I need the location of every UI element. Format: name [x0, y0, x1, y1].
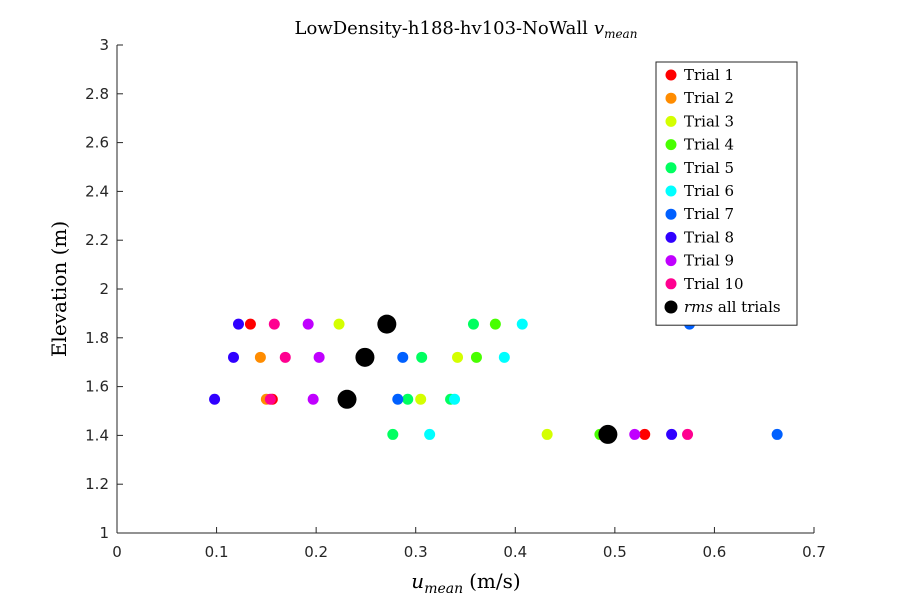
data-point [682, 428, 694, 440]
y-tick-label: 1.4 [85, 426, 109, 444]
legend-label: Trial 3 [684, 112, 734, 130]
data-point [392, 393, 404, 405]
x-tick-label: 0.7 [802, 543, 826, 561]
y-tick-label: 1.2 [85, 475, 109, 493]
y-tick-label: 1 [99, 524, 109, 542]
x-tick-label: 0.3 [404, 543, 428, 561]
data-point [279, 351, 291, 363]
data-point [771, 428, 783, 440]
x-axis-title: umean (m/s) [411, 569, 520, 597]
data-point [209, 393, 221, 405]
legend-label: Trial 6 [684, 182, 734, 200]
legend-label: Trial 7 [684, 205, 734, 223]
data-point [333, 318, 345, 330]
data-point [307, 393, 319, 405]
y-tick-label: 1.8 [85, 329, 109, 347]
legend-marker [665, 69, 677, 81]
data-point [467, 318, 479, 330]
data-point [264, 393, 276, 405]
chart-title-text: LowDensity-h188-hv103-NoWall [295, 18, 589, 39]
legend-label-math: rms [684, 298, 718, 316]
y-tick-label: 3 [99, 36, 109, 54]
data-point [452, 351, 464, 363]
chart-title-math-sub: mean [604, 27, 637, 41]
legend-label: rms all trials [684, 298, 781, 316]
data-point [498, 351, 510, 363]
data-point [489, 318, 501, 330]
data-point [302, 318, 314, 330]
data-point [313, 351, 325, 363]
legend-label: Trial 2 [684, 89, 734, 107]
x-tick-label: 0.4 [503, 543, 527, 561]
data-point [244, 318, 256, 330]
data-point [402, 393, 414, 405]
y-tick-label: 1.6 [85, 378, 109, 396]
data-point [337, 389, 357, 409]
data-point [424, 428, 436, 440]
data-point [232, 318, 244, 330]
legend-marker [665, 139, 677, 151]
legend-label: Trial 1 [684, 66, 734, 84]
legend-marker [665, 92, 677, 104]
x-tick-label: 0.5 [603, 543, 627, 561]
legend-marker [665, 255, 677, 267]
legend-marker [665, 208, 677, 220]
legend-label-text: all trials [718, 298, 781, 316]
data-point [541, 428, 553, 440]
x-axis-title-math-sub: mean [424, 581, 463, 597]
x-tick-label: 0.1 [205, 543, 229, 561]
chart-title: LowDensity-h188-hv103-NoWall vmean [295, 18, 638, 41]
legend-label: Trial 9 [684, 252, 734, 270]
legend-marker [664, 300, 678, 314]
legend-label: Trial 8 [684, 228, 734, 246]
y-tick-label: 2.8 [85, 85, 109, 103]
data-point [666, 428, 678, 440]
y-axis: 1 1.2 1.4 1.6 1.8 2 2.2 2.4 2.6 2.8 3 [85, 36, 123, 542]
data-point [227, 351, 239, 363]
data-point [598, 424, 618, 444]
legend-box [655, 61, 798, 326]
y-tick-label: 2 [99, 280, 109, 298]
y-tick-label: 2.2 [85, 231, 109, 249]
legend-label: Trial 4 [684, 136, 734, 154]
x-tick-label: 0.2 [304, 543, 328, 561]
legend: Trial 1 Trial 2 Trial 3 Trial 4 Trial 5 Trial… [655, 61, 798, 326]
data-point [639, 428, 651, 440]
legend-marker [665, 278, 677, 290]
x-axis-title-text: (m/s) [469, 569, 521, 593]
legend-marker [665, 162, 677, 174]
x-tick-label: 0 [112, 543, 122, 561]
data-point [415, 393, 427, 405]
data-point [449, 393, 461, 405]
data-point [387, 428, 399, 440]
chart-title-math: v [594, 18, 604, 39]
y-tick-label: 2.4 [85, 182, 109, 200]
x-axis: 0 0.1 0.2 0.3 0.4 0.5 0.6 0.7 [112, 527, 826, 561]
data-point [416, 351, 428, 363]
data-point [254, 351, 266, 363]
data-point [268, 318, 280, 330]
x-tick-label: 0.6 [702, 543, 726, 561]
data-points [209, 314, 783, 444]
legend-label: Trial 10 [684, 275, 744, 293]
legend-marker [665, 231, 677, 243]
y-tick-label: 2.6 [85, 134, 109, 152]
data-point [355, 347, 375, 367]
legend-label: Trial 5 [684, 159, 734, 177]
data-point [397, 351, 409, 363]
data-point [470, 351, 482, 363]
data-point [377, 314, 397, 334]
x-axis-title-math: u [411, 569, 424, 593]
legend-marker [665, 115, 677, 127]
data-point [629, 428, 641, 440]
legend-marker [665, 185, 677, 197]
data-point [516, 318, 528, 330]
y-axis-title: Elevation (m) [47, 221, 71, 357]
